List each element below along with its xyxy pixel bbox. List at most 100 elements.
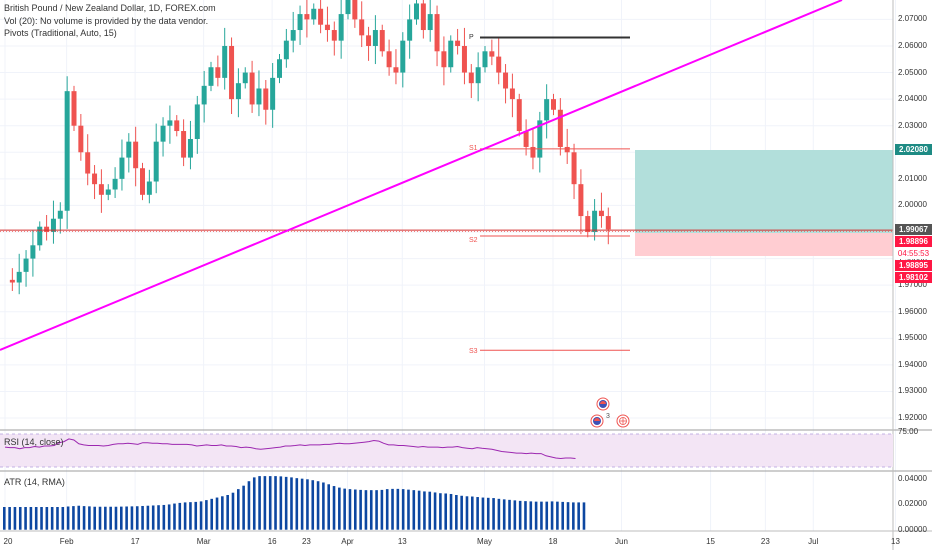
- candle-body: [146, 181, 152, 195]
- atr-bar: [375, 490, 378, 530]
- candlestick-series: [9, 0, 611, 295]
- candle-body: [509, 88, 515, 100]
- atr-bar: [385, 489, 389, 530]
- atr-bar: [439, 493, 442, 530]
- pivots-legend[interactable]: Pivots (Traditional, Auto, 15): [4, 28, 117, 38]
- atr-bar: [40, 507, 43, 530]
- candle-body: [523, 131, 529, 147]
- candle-body: [187, 138, 193, 158]
- atr-histogram: [3, 476, 586, 530]
- rsi-tick-label: 75.00: [898, 427, 919, 436]
- candle-body: [551, 99, 556, 110]
- news-event-icon[interactable]: [590, 414, 604, 428]
- time-tick-label: 15: [706, 537, 715, 546]
- ask-price-tag: 1.98895: [895, 260, 932, 271]
- candle-body: [544, 99, 550, 121]
- atr-bar: [130, 506, 134, 530]
- candle-body: [585, 216, 591, 233]
- candle-body: [181, 131, 187, 158]
- atr-bar: [524, 501, 527, 530]
- stop-zone: [635, 233, 893, 256]
- price-tick-label: 1.92000: [898, 413, 927, 423]
- countdown-tag: 04:55:53: [895, 248, 932, 259]
- atr-bar: [3, 507, 6, 530]
- price-tick-label: 2.05000: [898, 67, 927, 77]
- price-tick-label: 1.97000: [898, 280, 927, 290]
- atr-bar: [13, 507, 17, 530]
- last-price-tag: 1.99067: [895, 224, 932, 235]
- candle-body: [386, 51, 392, 68]
- candle-body: [105, 189, 111, 195]
- atr-tick-label: 0.00000: [898, 524, 927, 534]
- atr-bar: [183, 502, 187, 530]
- candle-body: [119, 157, 125, 179]
- atr-bar: [295, 478, 299, 530]
- candle-body: [283, 40, 289, 60]
- atr-bar: [556, 501, 559, 530]
- candle-body: [311, 8, 317, 20]
- atr-bar: [343, 488, 346, 530]
- atr-bar: [444, 493, 448, 530]
- candle-body: [503, 72, 509, 89]
- atr-bar: [215, 497, 219, 530]
- atr-bar: [247, 481, 251, 530]
- symbol-title[interactable]: British Pound / New Zealand Dollar, 1D, …: [4, 3, 216, 13]
- candle-body: [277, 59, 282, 78]
- globe-event-icon[interactable]: [616, 414, 630, 428]
- candle-body: [516, 99, 522, 132]
- atr-bar: [88, 506, 91, 530]
- atr-bar: [210, 498, 214, 530]
- candle-body: [407, 19, 413, 41]
- trendline[interactable]: [0, 0, 843, 351]
- price-tick-label: 1.94000: [898, 359, 927, 369]
- atr-bar: [167, 504, 171, 530]
- time-tick-label: Jul: [808, 537, 819, 546]
- atr-bar: [237, 489, 240, 530]
- atr-bar: [449, 493, 453, 530]
- candle-body: [208, 67, 214, 86]
- atr-bar: [497, 498, 501, 530]
- candle-body: [98, 184, 104, 195]
- atr-legend[interactable]: ATR (14, RMA): [4, 477, 65, 487]
- candle-body: [290, 30, 296, 41]
- candle-body: [455, 40, 461, 46]
- atr-bar: [380, 489, 384, 530]
- price-tick-label: 1.96000: [898, 306, 927, 316]
- candle-body: [126, 141, 132, 158]
- candle-body: [140, 168, 145, 195]
- atr-bar: [72, 506, 75, 530]
- atr-bar: [492, 498, 495, 530]
- atr-bar: [577, 502, 580, 530]
- candle-body: [153, 141, 159, 182]
- candle-body: [23, 258, 29, 272]
- candle-body: [496, 56, 502, 73]
- candle-body: [9, 279, 15, 283]
- atr-bar: [194, 501, 198, 530]
- rsi-legend[interactable]: RSI (14, close): [4, 437, 64, 447]
- candle-body: [331, 30, 337, 41]
- atr-bar: [205, 500, 208, 530]
- atr-bar: [513, 500, 517, 530]
- event-badge-count: 3: [606, 413, 610, 420]
- atr-bar: [98, 506, 102, 530]
- candle-body: [420, 3, 426, 31]
- atr-bar: [518, 500, 522, 530]
- atr-bar: [322, 482, 325, 530]
- atr-bar: [8, 507, 11, 530]
- earnings-event-icon[interactable]: [596, 397, 610, 411]
- atr-tick-label: 0.02000: [898, 499, 927, 509]
- candle-body: [359, 19, 365, 36]
- candle-body: [489, 51, 495, 57]
- candle-body: [174, 120, 180, 132]
- atr-bar: [465, 496, 469, 530]
- atr-bar: [316, 481, 320, 530]
- stop-price-tag: 1.98102: [895, 272, 932, 283]
- atr-bar: [189, 502, 192, 530]
- atr-bar: [550, 501, 554, 530]
- time-tick-label: Feb: [59, 537, 74, 546]
- atr-bar: [178, 502, 182, 530]
- atr-bar: [104, 506, 107, 530]
- atr-bar: [455, 495, 458, 530]
- volume-legend[interactable]: Vol (20): No volume is provided by the d…: [4, 16, 209, 26]
